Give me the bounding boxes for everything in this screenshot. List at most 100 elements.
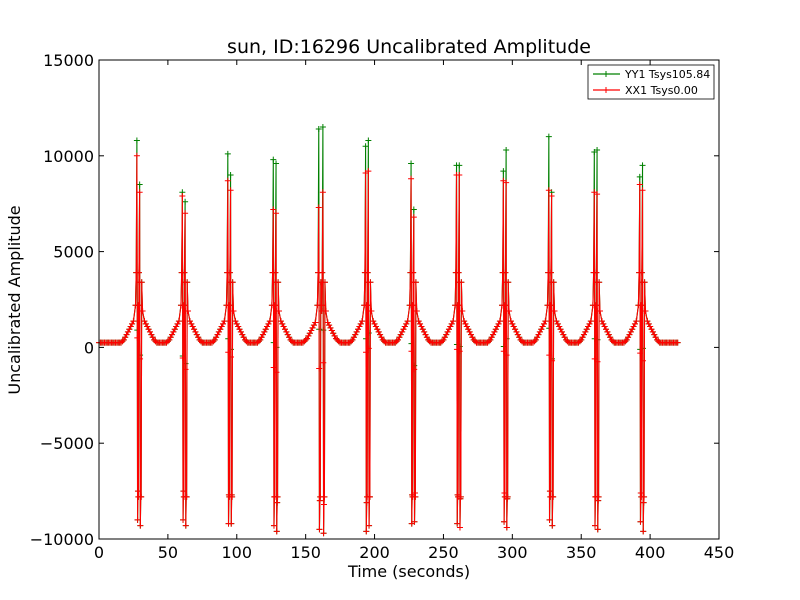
data-point-marker xyxy=(397,331,404,338)
x-tick-label: 100 xyxy=(222,543,253,562)
data-point-marker xyxy=(648,326,655,333)
data-point-marker xyxy=(500,348,507,355)
data-point-marker xyxy=(458,279,465,286)
data-point-marker xyxy=(456,171,463,178)
data-point-marker xyxy=(410,269,417,276)
data-point-marker xyxy=(503,524,510,531)
data-point-marker xyxy=(328,327,335,334)
data-point-marker xyxy=(465,326,472,333)
data-point-marker xyxy=(283,328,290,335)
data-point-marker xyxy=(118,339,125,346)
x-tick-label: 50 xyxy=(158,543,178,562)
data-point-marker xyxy=(374,326,381,333)
data-point-marker xyxy=(270,522,277,529)
data-point-marker xyxy=(625,334,632,341)
data-point-marker xyxy=(320,359,327,366)
data-point-marker xyxy=(550,279,557,286)
data-point-marker xyxy=(262,326,269,333)
data-point-marker xyxy=(319,124,326,131)
data-point-marker xyxy=(142,320,149,327)
data-point-marker xyxy=(637,350,644,357)
data-point-marker xyxy=(640,499,647,506)
data-point-marker xyxy=(620,339,627,346)
data-point-marker xyxy=(583,326,590,333)
data-point-marker xyxy=(348,338,355,345)
data-point-marker xyxy=(629,326,636,333)
data-point-marker xyxy=(182,366,189,373)
plot-frame xyxy=(98,59,720,540)
data-point-marker xyxy=(651,331,658,338)
data-point-marker xyxy=(641,493,648,500)
data-point-marker xyxy=(408,348,415,355)
data-point-marker xyxy=(215,328,222,335)
data-point-marker xyxy=(264,323,271,330)
data-point-marker xyxy=(441,334,448,341)
data-point-marker xyxy=(136,181,143,188)
data-point-marker xyxy=(509,320,516,327)
data-point-marker xyxy=(603,326,610,333)
data-point-marker xyxy=(532,336,539,343)
data-point-marker xyxy=(422,331,429,338)
data-point-marker xyxy=(304,335,311,342)
data-point-marker xyxy=(604,328,611,335)
data-point-marker xyxy=(259,331,266,338)
data-point-marker xyxy=(594,526,601,533)
data-point-marker xyxy=(393,338,400,345)
data-point-marker xyxy=(517,336,524,343)
data-point-marker xyxy=(355,326,362,333)
data-point-marker xyxy=(274,493,281,500)
data-point-marker xyxy=(554,320,561,327)
data-point-marker xyxy=(413,307,420,314)
data-point-marker xyxy=(503,147,510,154)
data-point-marker xyxy=(623,336,630,343)
data-point-marker xyxy=(197,338,204,345)
data-point-marker xyxy=(265,320,272,327)
data-point-marker xyxy=(516,334,523,341)
data-point-marker xyxy=(306,330,313,337)
data-point-marker xyxy=(408,160,415,167)
data-point-marker xyxy=(549,357,556,364)
x-tick-label: 150 xyxy=(290,543,321,562)
data-point-marker xyxy=(133,152,140,159)
data-point-marker xyxy=(645,320,652,327)
data-point-marker xyxy=(548,193,555,200)
data-point-marker xyxy=(270,206,277,213)
data-point-marker xyxy=(462,320,469,327)
data-point-marker xyxy=(273,528,280,535)
data-point-marker xyxy=(330,330,337,337)
data-point-marker xyxy=(130,318,137,325)
data-point-marker xyxy=(315,204,322,211)
data-point-marker xyxy=(541,320,548,327)
data-point-marker xyxy=(594,358,601,365)
data-point-marker xyxy=(179,193,186,200)
data-point-marker xyxy=(321,279,328,286)
data-point-marker xyxy=(120,336,127,343)
data-point-marker xyxy=(163,339,170,346)
data-point-marker xyxy=(282,326,288,333)
y-tick-label: 10000 xyxy=(43,147,94,166)
data-point-marker xyxy=(636,173,643,180)
data-point-marker xyxy=(637,518,644,525)
data-point-marker xyxy=(148,331,155,338)
data-point-marker xyxy=(227,171,234,178)
data-point-marker xyxy=(487,336,494,343)
data-point-marker xyxy=(456,524,463,531)
data-point-marker xyxy=(531,338,538,345)
series-markers xyxy=(96,152,681,537)
data-point-marker xyxy=(633,318,640,325)
data-point-marker xyxy=(181,269,188,276)
data-point-marker xyxy=(123,331,130,338)
data-point-marker xyxy=(563,336,570,343)
data-point-marker xyxy=(410,214,417,221)
data-point-marker xyxy=(622,338,629,345)
data-point-marker xyxy=(596,279,603,286)
data-point-marker xyxy=(456,348,463,355)
data-point-marker xyxy=(546,352,553,359)
data-point-marker xyxy=(546,516,553,523)
data-point-marker xyxy=(652,334,659,341)
data-point-marker xyxy=(608,336,615,343)
data-point-marker xyxy=(171,326,178,333)
data-point-marker xyxy=(456,162,463,169)
data-point-marker xyxy=(273,160,280,167)
data-point-marker xyxy=(642,307,649,314)
